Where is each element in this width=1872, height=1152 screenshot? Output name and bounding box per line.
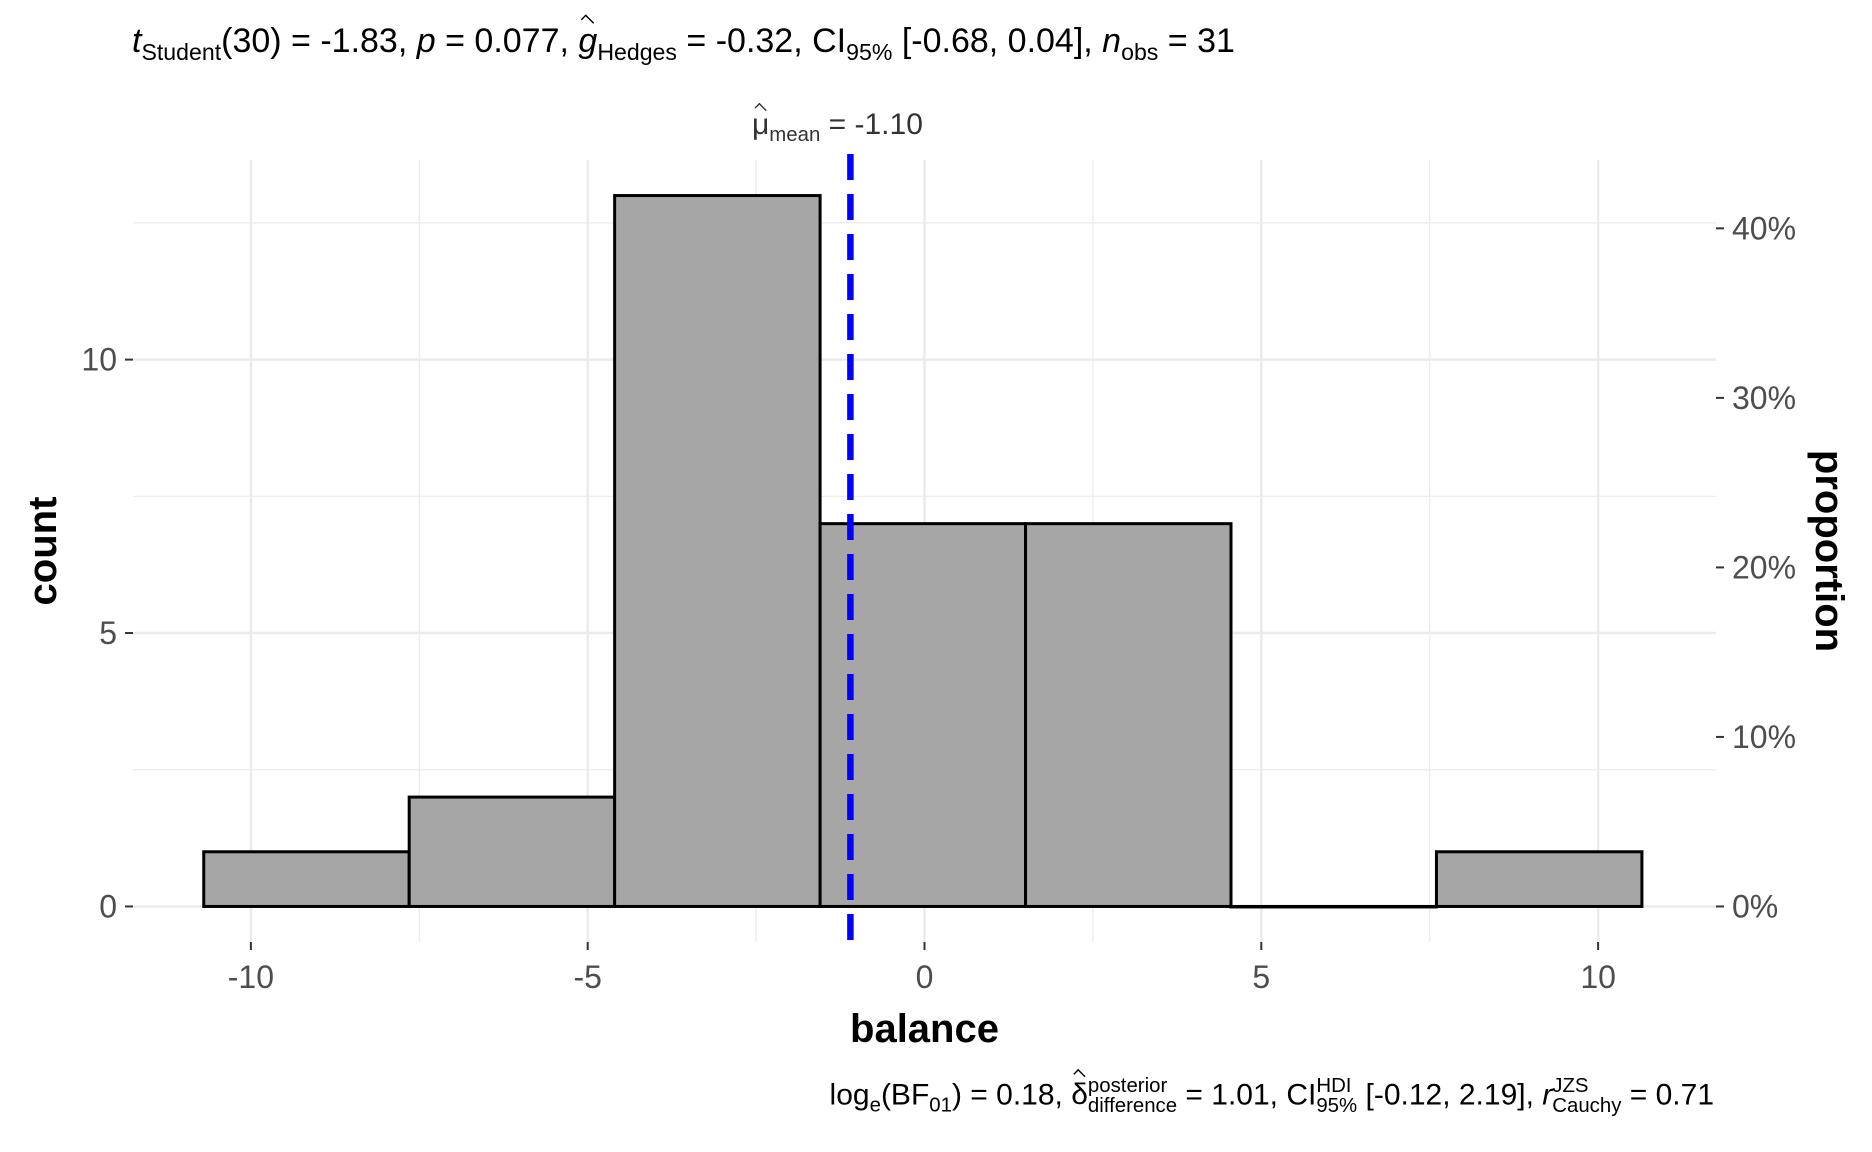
histogram-bar: [202, 850, 411, 908]
histogram-bar: [818, 522, 1028, 908]
histogram-bar: [1024, 522, 1233, 908]
x-tick-label: -5: [573, 959, 601, 995]
x-tick-label: 10: [1580, 959, 1616, 995]
y2-tick-label: 30%: [1732, 380, 1796, 416]
y-tick-label: 5: [99, 615, 117, 651]
y2-tick-label: 40%: [1732, 210, 1796, 246]
x-tick-label: 0: [916, 959, 934, 995]
axes: -10 -5 0 5 10 0 5 10 0% 10% 20% 30% 40%: [81, 210, 1796, 995]
x-tick-label: -10: [228, 959, 274, 995]
x-tick-label: 5: [1252, 959, 1270, 995]
histogram-bar: [613, 194, 822, 908]
y2-tick-label: 0%: [1732, 888, 1778, 924]
x-axis-title: balance: [850, 1007, 999, 1051]
y-tick-label: 0: [99, 888, 117, 924]
y-tick-label: 10: [81, 342, 117, 378]
y2-tick-label: 20%: [1732, 549, 1796, 585]
chart-subtitle: tStudent(30) = -1.83, p = 0.077, gHedges…: [132, 22, 1235, 65]
y2-tick-label: 10%: [1732, 719, 1796, 755]
y2-axis-title: proportion: [1807, 450, 1851, 652]
bars: [202, 154, 1644, 950]
histogram-bar: [1229, 904, 1438, 909]
mean-label: μmean = -1.10: [752, 108, 923, 146]
histogram-bar: [407, 795, 617, 908]
histogram-bar: [1434, 850, 1644, 908]
chart-caption: loge(BF01) = 0.18, δ posterior difference …: [829, 1075, 1714, 1118]
y-axis-title: count: [21, 497, 65, 606]
